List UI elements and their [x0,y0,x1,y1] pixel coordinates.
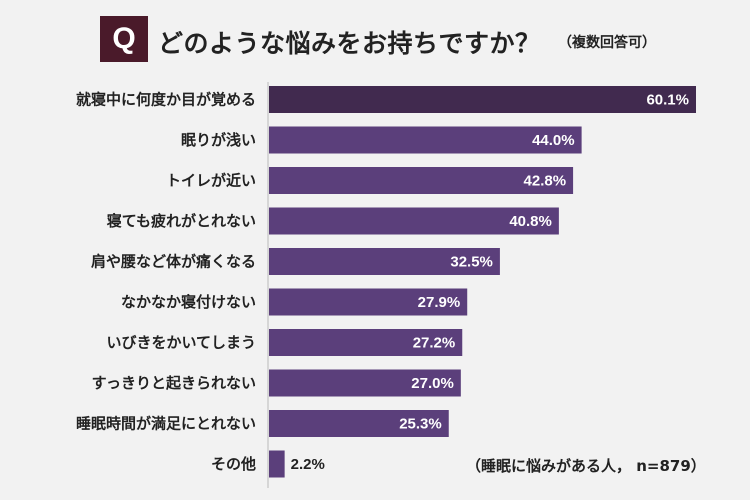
question-badge: Q [100,16,148,62]
value-label: 32.5% [450,254,493,271]
bar [269,86,696,113]
value-label: 40.8% [509,213,552,230]
value-label: 60.1% [646,92,689,109]
sample-note: （睡眠に悩みがある人， n=879） [466,457,706,475]
category-label: 寝ても疲れがとれない [107,212,256,230]
bar [269,329,463,356]
category-label: 睡眠時間が満足にとれない [76,415,256,433]
value-label: 27.9% [418,294,461,311]
bar [269,450,285,478]
category-label: 眠りが浅い [181,131,256,149]
chart-subtitle: （複数回答可） [558,35,656,51]
bar [269,207,559,235]
chart-title: どのような悩みをお持ちですか？ [158,29,541,58]
category-label: その他 [211,455,256,473]
category-label: すっきりと起きられない [92,374,256,392]
value-label: 44.0% [532,132,575,149]
bar [269,248,500,275]
bar [269,288,468,316]
value-label: 25.3% [399,416,442,433]
category-label: 肩や腰など体が痛くなる [91,253,256,271]
category-label: トイレが近い [166,172,256,190]
bar [269,369,461,397]
value-label: 27.0% [411,375,454,392]
value-label: 2.2% [291,456,325,473]
bar [269,126,582,154]
value-label: 27.2% [413,335,456,352]
category-label: いびきをかいてしまう [106,334,256,352]
bar [269,410,449,437]
bar [269,167,574,194]
category-label: なかなか寝付けない [121,293,256,311]
value-label: 42.8% [524,173,567,190]
category-label: 就寝中に何度か目が覚める [76,91,256,109]
